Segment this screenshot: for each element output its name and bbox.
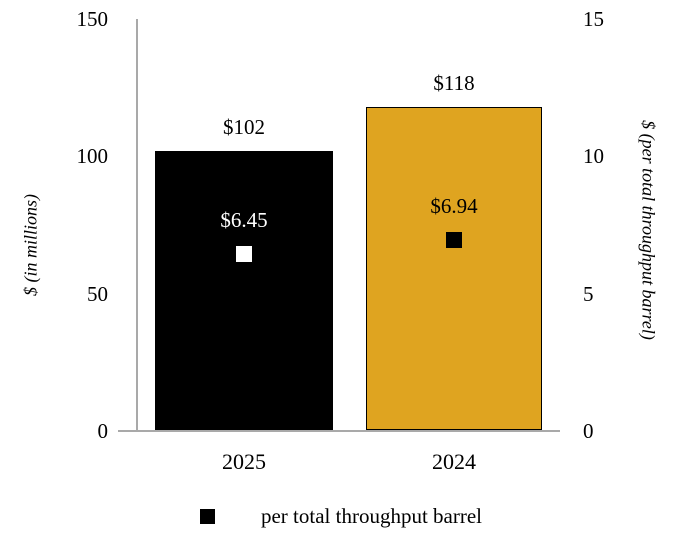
legend-swatch-icon xyxy=(199,508,215,524)
marker-value-label: $6.94 xyxy=(430,194,478,219)
y-axis-line xyxy=(136,19,138,432)
marker-square xyxy=(446,232,462,249)
left-axis-tick-label: 50 xyxy=(87,281,108,306)
bar-2024 xyxy=(366,106,542,430)
bar-value-label: $102 xyxy=(223,114,265,139)
marker-square xyxy=(236,245,252,262)
right-axis-tick-label: 5 xyxy=(583,281,594,306)
right-axis-tick-label: 15 xyxy=(583,7,604,31)
x-axis-category-label: 2024 xyxy=(432,449,476,474)
x-axis-category-label: 2025 xyxy=(222,449,266,474)
bar-2025 xyxy=(155,150,333,430)
legend-label: per total throughput barrel xyxy=(260,504,482,528)
bar-value-label: $118 xyxy=(433,70,475,95)
right-axis-tick-label: 0 xyxy=(583,419,594,443)
marker-value-label: $6.45 xyxy=(220,207,268,232)
legend: per total throughput barrel xyxy=(0,503,682,529)
x-axis-line xyxy=(118,430,560,432)
left-axis-tick-label: 100 xyxy=(76,144,109,169)
left-axis-tick-label: 0 xyxy=(97,419,109,443)
right-axis-tick-label: 10 xyxy=(583,144,604,169)
left-axis-tick-label: 150 xyxy=(76,7,109,31)
